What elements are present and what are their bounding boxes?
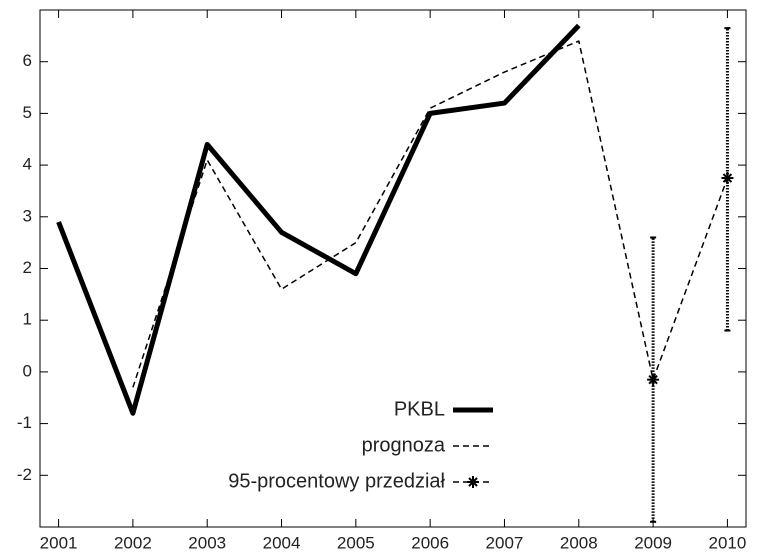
star-stroke <box>722 173 733 183</box>
series-line <box>132 40 729 388</box>
legend-label: prognoza <box>362 434 446 456</box>
star-stroke <box>468 477 478 487</box>
y-tick-label: 0 <box>23 361 32 380</box>
star-marker <box>647 373 660 386</box>
y-tick-label: 6 <box>23 51 32 70</box>
y-tick-label: 5 <box>23 103 32 122</box>
y-tick-label: 3 <box>23 206 32 225</box>
y-tick-label: 1 <box>23 310 32 329</box>
x-tick-label: 2010 <box>709 533 747 552</box>
star-marker <box>467 476 479 488</box>
series-line <box>56 23 581 416</box>
legend-label: 95-procentowy przedział <box>228 470 445 492</box>
y-tick-label: -2 <box>17 465 32 484</box>
y-tick-label: -1 <box>17 413 32 432</box>
x-tick-label: 2009 <box>634 533 672 552</box>
legend: PKBL prognoza 95-procentowy przedział <box>228 398 493 492</box>
star-stroke <box>648 374 658 385</box>
x-tick-label: 2002 <box>114 533 152 552</box>
star-marker <box>721 172 734 185</box>
x-tick-label: 2006 <box>411 533 449 552</box>
x-tick-label: 2004 <box>263 533 301 552</box>
x-tick-label: 2001 <box>40 533 78 552</box>
y-tick-label: 2 <box>23 258 32 277</box>
legend-label: PKBL <box>394 398 445 420</box>
x-tick-label: 2007 <box>486 533 524 552</box>
x-tick-label: 2003 <box>188 533 226 552</box>
x-tick-label: 2005 <box>337 533 375 552</box>
x-tick-label: 2008 <box>560 533 598 552</box>
y-tick-label: 4 <box>23 155 32 174</box>
